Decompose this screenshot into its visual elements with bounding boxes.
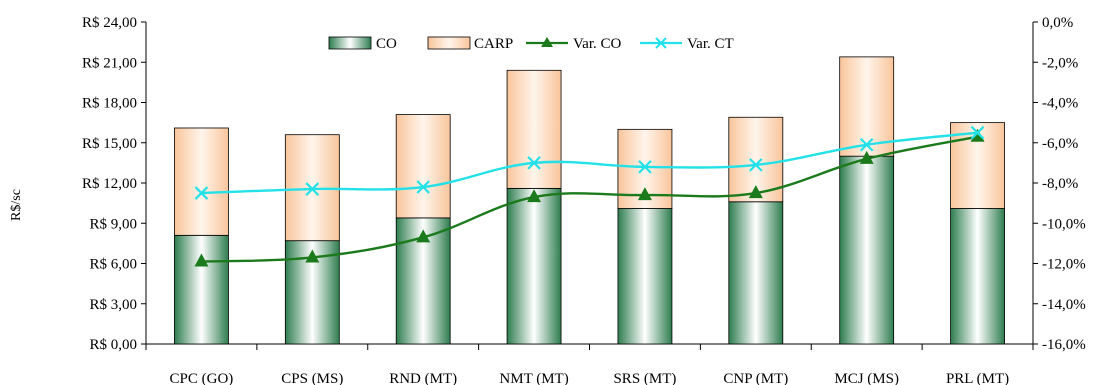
marker-var-ct: [970, 125, 985, 140]
x-category-label: MCJ (MS): [834, 371, 899, 385]
y-tick-label: R$ 18,00: [82, 96, 137, 112]
y2-tick-label: -6,0%: [1042, 136, 1078, 152]
bar-co: [839, 155, 895, 345]
marker-var-ct: [416, 180, 430, 194]
y2-tick-label: -14,0%: [1042, 297, 1086, 313]
x-category-label: RND (MT): [389, 371, 457, 385]
bar-carp: [395, 114, 451, 219]
marker-var-ct: [305, 182, 320, 196]
y-tick-label: R$ 21,00: [82, 55, 137, 71]
bar-co: [617, 208, 673, 345]
legend-swatch-carp: [427, 36, 471, 50]
y2-tick-label: -8,0%: [1042, 176, 1078, 192]
y2-tick-label: -2,0%: [1042, 55, 1078, 71]
y-axis-left: R$ 0,00 R$ 3,00 R$ 6,00 R$ 9,00 R$ 12,00 R$ 1…: [82, 15, 147, 353]
legend-swatch-co: [328, 36, 372, 50]
y2-tick-label: -4,0%: [1042, 96, 1078, 112]
marker-var-co: [859, 150, 874, 164]
y-axis-right: -16,0% -14,0% -12,0% -10,0% -8,0% -6,0% -4,0% -…: [1032, 15, 1086, 353]
line-var-ct: [201, 131, 978, 195]
x-category-label: CPS (MS): [281, 371, 343, 385]
marker-var-ct: [638, 160, 652, 174]
y-tick-label: R$ 3,00: [89, 297, 137, 313]
legend-label-var-ct: Var. CT: [687, 36, 734, 52]
legend-label-co: CO: [376, 36, 397, 52]
x-category-label: CNP (MT): [723, 371, 788, 385]
x-category-label: CPC (GO): [170, 371, 234, 385]
y-tick-label: R$ 24,00: [82, 15, 137, 31]
y-tick-label: R$ 15,00: [82, 136, 137, 152]
x-category-label: NMT (MT): [499, 371, 568, 385]
x-category-label: PRL (MT): [946, 371, 1009, 385]
y-tick-label: R$ 6,00: [89, 257, 137, 273]
marker-var-co: [637, 187, 652, 201]
bar-co: [506, 187, 562, 345]
y-axis-title: R$/sc: [9, 189, 24, 221]
marker-var-co: [748, 185, 763, 199]
legend-swatch-var-co: [526, 37, 568, 47]
bar-carp: [506, 69, 562, 189]
y-tick-label: R$ 9,00: [89, 216, 137, 232]
y2-tick-label: -12,0%: [1042, 257, 1086, 273]
marker-var-ct: [859, 137, 874, 152]
marker-var-co: [527, 189, 542, 203]
line-var-co: [201, 135, 978, 263]
bar-carp: [174, 127, 229, 236]
bar-co: [728, 201, 784, 345]
line-series: [194, 125, 985, 267]
y-tick-label: R$ 0,00: [89, 337, 137, 353]
marker-var-co: [194, 253, 209, 267]
bar-co: [174, 234, 229, 345]
y2-tick-label: -16,0%: [1042, 337, 1086, 353]
marker-var-co: [416, 229, 431, 243]
marker-var-ct: [194, 186, 209, 200]
marker-var-co: [305, 249, 320, 263]
bar-carp: [839, 56, 895, 157]
legend: CO CARP Var. CO Var. CT: [328, 36, 734, 52]
bar-co: [950, 208, 1005, 345]
legend-label-var-co: Var. CO: [573, 36, 622, 52]
y-tick-label: R$ 12,00: [82, 176, 137, 192]
marker-var-co: [970, 128, 985, 142]
legend-label-carp: CARP: [474, 36, 513, 52]
marker-var-ct: [527, 156, 541, 170]
x-category-label: SRS (MT): [613, 371, 676, 385]
y2-tick-label: 0,0%: [1042, 15, 1073, 31]
y2-tick-label: -10,0%: [1042, 216, 1086, 232]
legend-swatch-var-ct: [640, 37, 682, 49]
marker-var-ct: [749, 158, 763, 172]
